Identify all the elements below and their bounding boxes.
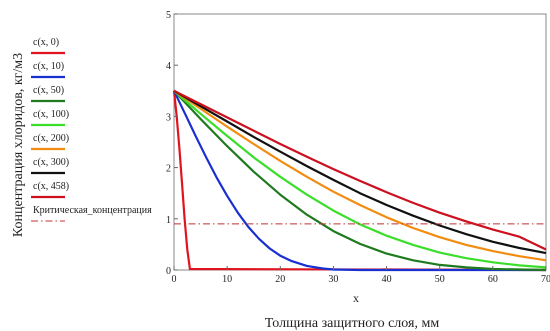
x-tick-label: 40 xyxy=(382,274,392,285)
series-line-4 xyxy=(173,89,547,262)
series-layer xyxy=(172,89,547,272)
x-tick-label: 0 xyxy=(172,274,177,285)
x-axis-label: Толщина защитного слоя, мм xyxy=(265,316,440,331)
y-tick-label: 4 xyxy=(166,61,171,72)
plot-frame xyxy=(173,13,547,271)
series-line-3 xyxy=(173,89,547,269)
series-line-6 xyxy=(173,89,547,251)
legend: c(x, 0) c(x, 10) c(x, 50) c(x, 100) c(x, 200… xyxy=(31,37,152,222)
legend-label-7: Критическая_концентрация xyxy=(33,205,152,216)
x-axis-symbol: x xyxy=(353,291,359,305)
axes: 0 10 20 30 40 50 60 70 0 1 2 3 4 5 xyxy=(166,10,550,285)
legend-label-6: c(x, 458) xyxy=(33,181,69,192)
x-tick-label: 20 xyxy=(275,274,285,285)
x-tick-label: 30 xyxy=(328,274,338,285)
legend-label-3: c(x, 100) xyxy=(33,109,69,120)
x-tick-label: 10 xyxy=(222,274,232,285)
y-tick-label: 5 xyxy=(166,10,171,21)
x-tick-label: 50 xyxy=(435,274,445,285)
series-line-0 xyxy=(172,90,547,272)
y-tick-label: 2 xyxy=(166,164,171,175)
plot-area xyxy=(173,13,547,271)
legend-label-5: c(x, 300) xyxy=(33,157,69,168)
x-tick-label: 60 xyxy=(488,274,498,285)
series-line-2 xyxy=(173,90,547,272)
y-tick-label: 1 xyxy=(166,215,171,226)
series-line-5 xyxy=(173,89,547,255)
y-tick-label: 0 xyxy=(166,266,171,277)
y-tick-label: 3 xyxy=(166,112,171,123)
legend-label-2: c(x, 50) xyxy=(33,85,64,96)
legend-label-1: c(x, 10) xyxy=(33,61,64,72)
y-axis-label: Концентрация хлоридов, кг/м3 xyxy=(11,53,26,237)
x-tick-label: 70 xyxy=(541,274,550,285)
legend-label-0: c(x, 0) xyxy=(33,37,59,48)
legend-label-4: c(x, 200) xyxy=(33,133,69,144)
series-line-1 xyxy=(173,90,546,272)
